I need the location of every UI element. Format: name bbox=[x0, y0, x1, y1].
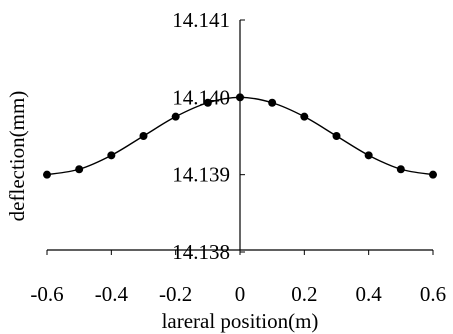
data-point bbox=[203, 98, 212, 107]
x-axis-label: lareral position(m) bbox=[162, 309, 319, 333]
x-tick-label: -0.4 bbox=[95, 282, 129, 306]
x-tick-label: 0.4 bbox=[356, 282, 383, 306]
y-tick-label: 14.141 bbox=[172, 8, 230, 32]
data-point bbox=[364, 151, 373, 160]
y-tick-label: 14.139 bbox=[172, 163, 230, 187]
series-layer bbox=[43, 93, 437, 179]
data-point bbox=[107, 151, 116, 160]
data-point bbox=[171, 112, 180, 121]
data-point bbox=[268, 98, 277, 107]
data-point bbox=[75, 165, 84, 174]
axes bbox=[46, 19, 434, 255]
x-tick-label: 0.2 bbox=[291, 282, 317, 306]
data-point bbox=[300, 112, 309, 121]
data-point bbox=[43, 170, 51, 179]
x-tick-label: -0.6 bbox=[30, 282, 63, 306]
y-tick-label: 14.138 bbox=[172, 240, 230, 264]
data-point bbox=[332, 132, 341, 140]
x-tick-label: 0.6 bbox=[420, 282, 446, 306]
data-point bbox=[236, 93, 244, 102]
data-point bbox=[429, 170, 437, 179]
x-tick-labels: -0.6 -0.4 -0.2 0 0.2 0.4 0.6 bbox=[30, 282, 446, 306]
y-axis-label: deflection(mm) bbox=[5, 91, 29, 222]
x-tick-label: -0.2 bbox=[159, 282, 192, 306]
x-tick-label: 0 bbox=[235, 282, 246, 306]
y-tick-label: 14.140 bbox=[172, 85, 230, 109]
data-point bbox=[139, 132, 148, 140]
y-tick-labels: 14.138 14.139 14.140 14.141 bbox=[172, 8, 230, 264]
data-point bbox=[396, 165, 405, 174]
